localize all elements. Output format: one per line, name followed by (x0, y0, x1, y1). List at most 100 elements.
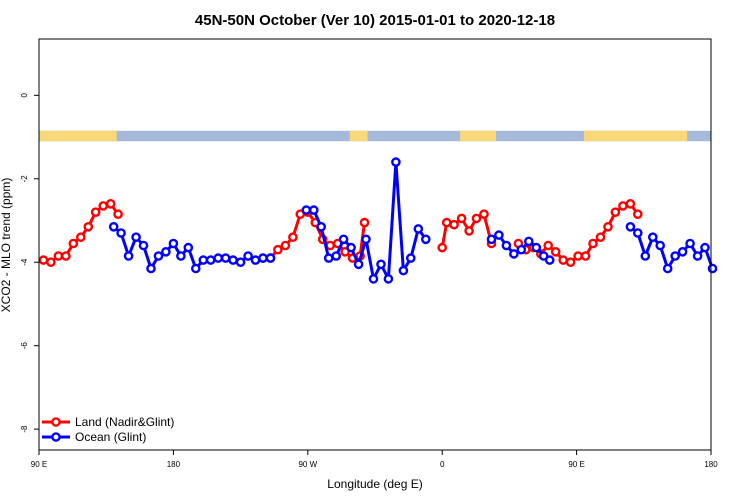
series-1-point (640, 251, 651, 261)
ocean-band (39, 130, 711, 142)
y-axis-label: XCO2 - MLO trend (ppm) (0, 178, 13, 313)
legend-marker-land (51, 417, 61, 427)
series-1-point (243, 251, 253, 261)
series-1-point (544, 255, 555, 265)
series-1-point (198, 255, 209, 265)
series-0-point (618, 201, 628, 211)
series-1-point (516, 244, 527, 255)
series-1-point (405, 253, 416, 263)
legend-item-ocean: Ocean (Glint) (42, 430, 146, 444)
series-1-point (494, 230, 504, 240)
series-0-point (68, 238, 79, 249)
legend: Land (Nadir&Glint) Ocean (Glint) (42, 415, 174, 444)
series-0-point (98, 201, 108, 211)
series-0-point (610, 207, 621, 217)
series-1-point (420, 234, 431, 245)
series-1-point (391, 157, 401, 167)
series-0-point (359, 217, 370, 228)
series-0-point (573, 251, 583, 261)
series-0-point (280, 240, 291, 251)
series-1-point (220, 253, 231, 263)
series-1-point (161, 246, 171, 257)
y-tick-label: -2 (20, 175, 29, 183)
legend-marker-ocean (51, 432, 61, 442)
series-1-point (265, 253, 276, 263)
series-1-point (648, 232, 658, 242)
series-1-point (108, 221, 119, 232)
series-1-point (146, 263, 156, 274)
series-0-point (543, 240, 554, 251)
series-1-point (707, 263, 718, 274)
series-1-line-0 (112, 225, 271, 270)
series-0-point (456, 213, 467, 224)
series-1-point (323, 253, 334, 263)
series-0-point (76, 232, 86, 242)
land-band-0 (39, 130, 117, 142)
series-0-point (441, 217, 452, 228)
series-1-point (176, 251, 186, 261)
series-0-point (588, 238, 598, 249)
series-0-point (437, 242, 448, 253)
series-0-point (471, 213, 482, 224)
series-1-point (228, 255, 238, 265)
series-0-point (61, 251, 71, 261)
series-1-point (258, 253, 268, 263)
series-0-point (625, 198, 636, 209)
series-1-point (190, 263, 201, 274)
series-1-point (116, 228, 126, 238)
series-1-point (183, 242, 194, 253)
series-0-point (90, 207, 101, 217)
series-1-point (524, 236, 534, 247)
land-band-3 (584, 130, 688, 142)
series-1-point (250, 255, 261, 265)
series-1-point (301, 205, 312, 215)
series-1-point (501, 240, 512, 251)
x-tick-label: 180 (704, 460, 718, 469)
y-axis: 0 -2 -4 -6 -8 (20, 93, 39, 433)
land-band-1 (349, 130, 368, 142)
series-1 (108, 157, 718, 284)
chart-title: 45N-50N October (Ver 10) 2015-01-01 to 2… (195, 12, 555, 29)
series-1-point (138, 240, 149, 251)
series-0-point (113, 209, 123, 219)
series-1-point (376, 259, 386, 270)
series-1-point (316, 221, 327, 232)
series-0-point (38, 255, 49, 265)
series-1-point (346, 242, 356, 253)
series-1-point (625, 221, 636, 232)
series-0-point (603, 221, 613, 232)
series-1-point (331, 251, 342, 261)
x-axis: 90 E 180 90 W 0 90 E 180 (31, 450, 718, 469)
series-0-point (340, 246, 350, 257)
x-axis-label: Longitude (deg E) (327, 477, 422, 491)
x-tick-label: 90 E (31, 460, 47, 469)
y-tick-label: -8 (20, 425, 29, 433)
x-tick-label: 90 W (298, 460, 317, 469)
series-1-point (692, 251, 703, 261)
series-1-point (131, 232, 141, 242)
series-1-point (398, 265, 409, 276)
series-1-point (509, 249, 519, 259)
series-1-point (205, 255, 216, 265)
series-0-point (580, 251, 591, 261)
series-0-point (83, 221, 94, 232)
series-0-point (464, 226, 474, 236)
series-1-point (700, 242, 710, 253)
legend-item-land: Land (Nadir&Glint) (42, 415, 174, 429)
series-0-point (479, 209, 489, 219)
series-0 (38, 198, 643, 268)
series-0-point (273, 244, 283, 255)
legend-label-land: Land (Nadir&Glint) (75, 415, 174, 429)
legend-label-ocean: Ocean (Glint) (75, 430, 146, 444)
series-0-point (550, 246, 561, 257)
series-1-point (308, 205, 319, 215)
series-0-point (633, 209, 643, 219)
series-layer (38, 157, 718, 284)
series-1-point (213, 253, 223, 263)
series-1-point (633, 228, 643, 238)
series-1-point (168, 238, 179, 249)
series-1-point (361, 234, 371, 245)
series-1-point (685, 238, 695, 249)
series-1-point (383, 274, 394, 284)
series-1-point (153, 251, 164, 261)
